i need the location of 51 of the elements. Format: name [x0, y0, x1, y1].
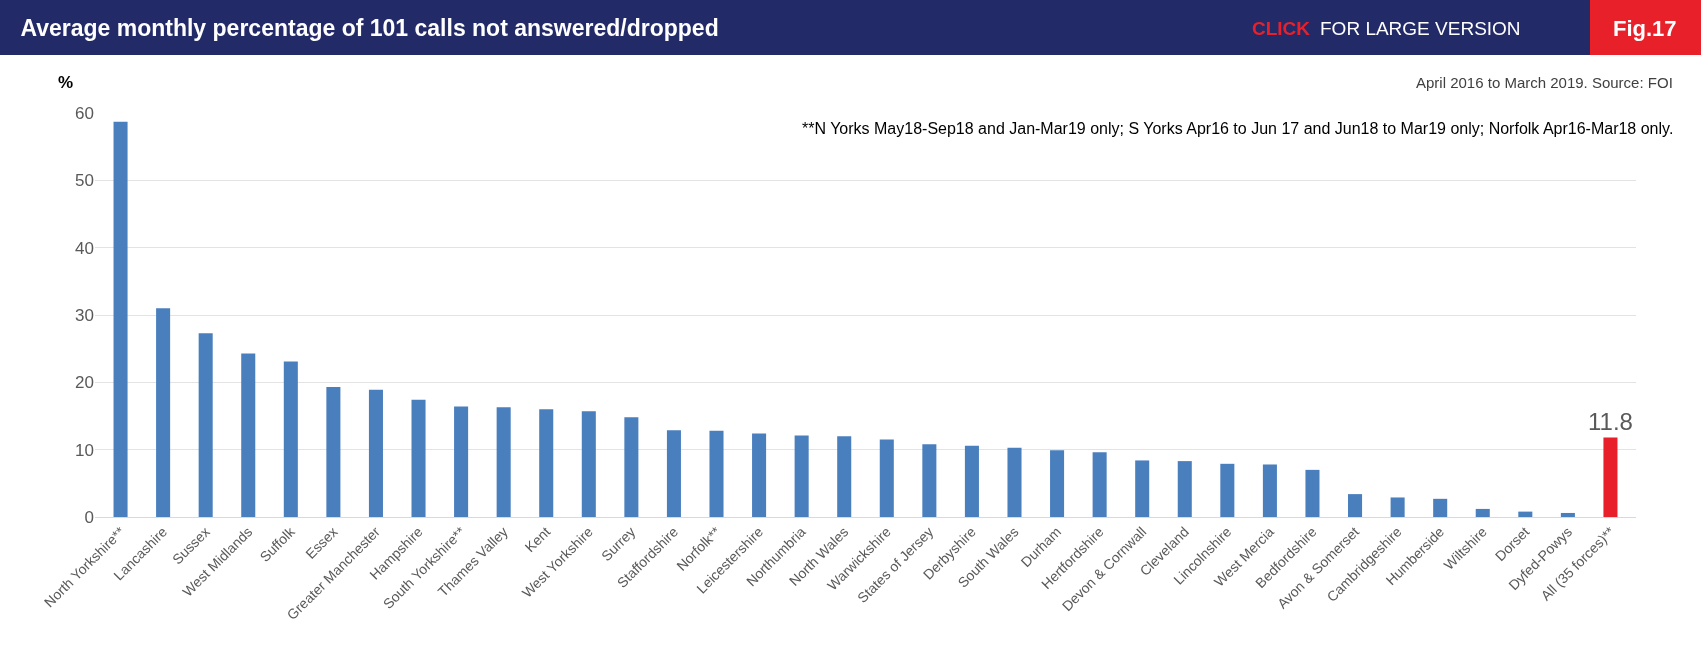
text: FOR LARGE VERSION [1320, 18, 1521, 39]
y-tick-label: 10 [75, 440, 94, 460]
y-tick-label: 60 [75, 103, 94, 123]
bar [1518, 511, 1533, 517]
bar [326, 387, 341, 517]
bar [964, 445, 979, 517]
bar [752, 433, 767, 517]
bar [581, 411, 596, 517]
bar [837, 436, 852, 517]
bar [624, 417, 639, 517]
annotation: **N Yorks May18-Sep18 and Jan-Mar19 only; S Yorks Apr16 to Jun 17 and Jun18 to Mar19 only; Norfolk Apr16-Mar18 only. [802, 120, 1674, 137]
bar [666, 430, 681, 517]
bar [1177, 461, 1192, 517]
bar [1433, 498, 1448, 517]
bar [879, 439, 894, 517]
bar [241, 353, 256, 517]
bar [368, 389, 383, 517]
bar [113, 121, 128, 517]
bar [496, 407, 511, 517]
text: April 2016 to March 2019. Source: FOI [1416, 74, 1673, 91]
text: CLICK [1252, 18, 1311, 39]
y-tick-label: 0 [84, 507, 94, 527]
bar [454, 406, 469, 517]
bar [539, 409, 554, 517]
y-tick-label: 30 [75, 305, 94, 325]
y-tick-label: 20 [75, 373, 94, 393]
y-tick-label: 50 [75, 171, 94, 191]
bar [922, 444, 937, 517]
bar [1390, 497, 1405, 517]
bar [411, 399, 426, 517]
bar [1475, 508, 1490, 517]
bar [1560, 512, 1575, 517]
bar [156, 308, 171, 517]
bar [1092, 452, 1107, 517]
bar [1135, 460, 1150, 517]
bar [794, 435, 809, 517]
caption: Fig.17 [1613, 16, 1677, 41]
bar [1348, 494, 1363, 517]
bar [1262, 464, 1277, 517]
bar [709, 430, 724, 517]
bar [1305, 469, 1320, 517]
bar [1050, 450, 1065, 517]
bar [1007, 447, 1022, 517]
bar [283, 361, 298, 517]
y-axis-title: % [58, 73, 74, 92]
y-tick-label: 40 [75, 238, 94, 258]
data-label: 11.8 [1587, 407, 1633, 435]
chart-title: Average monthly percentage of 101 calls not answered/dropped [20, 15, 719, 42]
bar [1220, 463, 1235, 517]
bar [198, 333, 213, 517]
bar [1603, 437, 1618, 517]
